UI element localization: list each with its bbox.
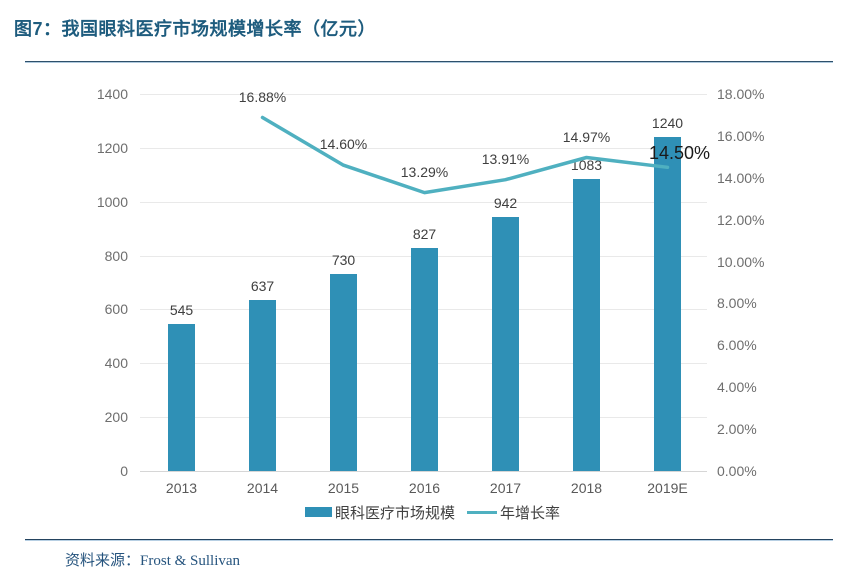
bar-2015 <box>330 274 357 471</box>
x-axis-label-2013: 2013 <box>165 480 198 496</box>
footer-divider <box>25 539 833 541</box>
legend-item-growth-rate: 年增长率 <box>467 502 560 523</box>
growth-rate-label: 14.50% <box>648 143 711 164</box>
x-axis-label-2015: 2015 <box>327 480 360 496</box>
source-value: Frost & Sullivan <box>140 553 241 569</box>
growth-rate-label: 14.97% <box>562 128 611 145</box>
bar-value-label: 637 <box>250 277 275 294</box>
left-axis-tick: 200 <box>104 409 128 426</box>
left-axis-tick: 1000 <box>96 193 128 210</box>
chart-area: 1400 1200 1000 800 600 400 200 0 18.00% 16.00% 14.… <box>96 86 765 496</box>
right-axis-tick: 0.00% <box>717 463 757 479</box>
bar-2018 <box>573 179 600 471</box>
bar-value-label: 942 <box>493 195 518 212</box>
right-axis-tick: 10.00% <box>717 253 765 270</box>
right-axis-tick: 16.00% <box>717 127 765 144</box>
legend-line-label: 年增长率 <box>500 504 561 522</box>
left-axis-tick: 800 <box>104 247 128 264</box>
growth-rate-label: 14.60% <box>319 136 368 153</box>
left-axis-tick: 1400 <box>96 86 128 102</box>
right-axis-tick: 12.00% <box>717 211 765 228</box>
bar-2013 <box>168 324 195 471</box>
x-axis-label-2016: 2016 <box>408 480 441 496</box>
legend-bar-swatch <box>304 507 332 517</box>
chart-legend: 眼科医疗市场规模 年增长率 <box>0 502 865 523</box>
gridline <box>140 147 707 149</box>
right-axis-tick: 6.00% <box>717 337 757 354</box>
x-axis-label-2017: 2017 <box>489 480 522 496</box>
growth-rate-polyline <box>260 115 670 195</box>
right-axis-tick: 18.00% <box>717 86 765 102</box>
gridline <box>140 201 707 203</box>
bar-value-label: 827 <box>412 226 437 243</box>
bar-2019E <box>654 137 681 471</box>
x-axis-label-2014: 2014 <box>246 480 279 496</box>
bar-value-label: 730 <box>331 252 356 269</box>
source-note: 资料来源：Frost & Sullivan <box>65 549 240 570</box>
x-axis-line <box>140 471 707 472</box>
right-axis-tick: 2.00% <box>717 421 757 438</box>
title-divider <box>25 61 833 63</box>
legend-bar-label: 眼科医疗市场规模 <box>334 504 455 522</box>
left-axis-tick: 1200 <box>96 139 128 156</box>
right-axis-tick: 8.00% <box>717 295 757 312</box>
right-axis-tick: 4.00% <box>717 379 757 396</box>
left-axis-tick: 0 <box>120 463 128 479</box>
source-label: 资料来源： <box>65 553 141 569</box>
bar-value-label: 545 <box>169 302 194 319</box>
left-axis-tick: 600 <box>104 301 128 318</box>
growth-rate-label: 16.88% <box>238 88 287 105</box>
x-axis-label-2019E: 2019E <box>647 480 688 496</box>
gridline <box>140 94 707 95</box>
legend-line-swatch <box>467 510 497 514</box>
x-axis-label-2018: 2018 <box>570 480 603 496</box>
bar-value-label: 1240 <box>651 115 684 132</box>
left-axis-tick: 400 <box>104 355 128 372</box>
figure-title: 图7：我国眼科医疗市场规模增长率（亿元） <box>14 19 377 39</box>
bar-2017 <box>492 217 519 471</box>
bar-2016 <box>411 248 438 471</box>
growth-rate-label: 13.29% <box>400 163 449 180</box>
growth-rate-line <box>260 115 670 195</box>
right-axis-tick: 14.00% <box>717 169 765 186</box>
legend-item-market-size: 眼科医疗市场规模 <box>304 502 455 523</box>
bar-2014 <box>249 299 276 471</box>
growth-rate-label: 13.91% <box>481 150 530 167</box>
